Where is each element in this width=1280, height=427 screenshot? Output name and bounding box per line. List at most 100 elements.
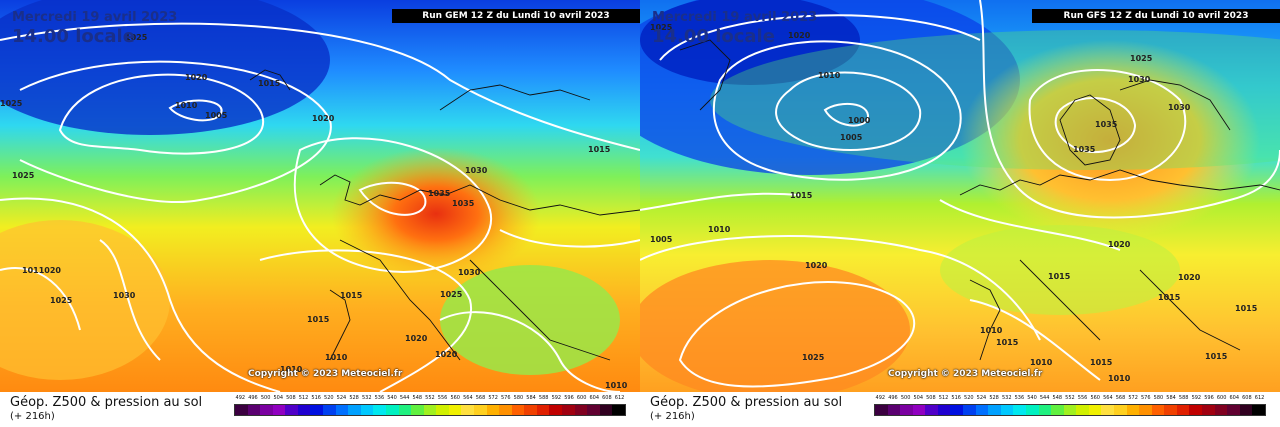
legend-tick-label: 516 — [951, 395, 961, 401]
legend-color-swatch — [1151, 405, 1165, 415]
legend-tick-label: 612 — [614, 395, 625, 401]
legend-color-swatch — [574, 405, 588, 415]
legend-tick-label: 504 — [273, 395, 284, 401]
legend-tick-label: 568 — [475, 395, 486, 401]
isobar-label: 1020 — [435, 350, 458, 359]
legend-color-swatch — [1025, 405, 1039, 415]
gfs-isobars — [640, 0, 1280, 388]
legend-color-swatch — [1227, 405, 1240, 415]
legend-color-swatch — [1252, 405, 1265, 415]
legend-tick-label: 500 — [260, 395, 271, 401]
gfs-copyright: Copyright © 2023 Meteociel.fr — [888, 369, 1043, 379]
isobar-label: 1020 — [1108, 240, 1131, 249]
isobar-label: 1010 — [1030, 358, 1053, 367]
gfs-map-canvas: 1020 1025 1010 1000 1005 1030 1025 1035 … — [640, 0, 1280, 392]
legend-color-swatch — [297, 405, 311, 415]
legend-tick-label: 588 — [1178, 395, 1189, 401]
gfs-footer: Géop. Z500 & pression au sol (+ 216h) 49… — [640, 392, 1280, 427]
legend-tick-label: 572 — [488, 395, 498, 401]
legend-color-swatch — [436, 405, 449, 415]
gfs-map: 1020 1025 1010 1000 1005 1030 1025 1035 … — [640, 0, 1280, 392]
legend-tick-label: 492 — [235, 395, 246, 401]
gem-coastlines — [249, 69, 640, 361]
legend-tick-label: 564 — [1103, 395, 1113, 401]
legend-color-swatch — [1051, 405, 1064, 415]
legend-tick-label: 588 — [538, 395, 549, 401]
legend-colorbar — [234, 404, 626, 416]
legend-tick-label: 512 — [298, 395, 309, 401]
gfs-coastlines — [679, 39, 1280, 361]
gfs-hour-label: 14.00 locale — [652, 26, 775, 47]
legend-tick-label: 568 — [1115, 395, 1126, 401]
gem-color-legend: 492 496 500 504 508 512 516 520 524 528 532 536 540 5… — [234, 394, 626, 424]
isobar-label: 1025 — [650, 23, 673, 32]
gem-map: 1025 1020 1015 1010 1005 1025 1020 1030 … — [0, 0, 640, 392]
legend-tick-label: 524 — [976, 395, 987, 401]
legend-tick-label: 548 — [412, 395, 423, 401]
isobar-label: 1011020 — [22, 266, 61, 275]
gfs-isobar-labels: 1020 1025 1010 1000 1005 1030 1025 1035 … — [650, 23, 1258, 383]
legend-color-swatch — [937, 405, 951, 415]
legend-tick-label: 556 — [1077, 395, 1088, 401]
legend-tick-label: 548 — [1052, 395, 1063, 401]
isobar-label: 1015 — [1090, 358, 1113, 367]
legend-color-swatch — [1000, 405, 1014, 415]
isobar-label: 1030 — [1128, 75, 1151, 84]
legend-color-swatch — [473, 405, 487, 415]
isobar-label: 1025 — [0, 99, 23, 108]
legend-color-swatch — [925, 405, 938, 415]
legend-color-swatch — [461, 405, 474, 415]
legend-tick-label: 492 — [875, 395, 886, 401]
legend-tick-label: 608 — [1242, 395, 1252, 401]
isobar-label: 1020 — [185, 73, 208, 82]
legend-tick-label: 532 — [1001, 395, 1012, 401]
isobar-label: 1015 — [1205, 352, 1228, 361]
legend-color-swatch — [398, 405, 412, 415]
isobar-label: 1025 — [1130, 54, 1153, 63]
isobar-label: 1035 — [452, 199, 475, 208]
legend-color-swatch — [360, 405, 374, 415]
legend-tick-label: 540 — [387, 395, 397, 401]
legend-tick-label: 572 — [1128, 395, 1138, 401]
legend-tick-label: 584 — [526, 395, 536, 401]
gfs-run-label: Run GFS 12 Z du Lundi 10 avril 2023 — [1032, 9, 1280, 23]
isobar-label: 1025 — [802, 353, 825, 362]
legend-tick-label: 576 — [1141, 395, 1151, 401]
legend-tick-label: 528 — [349, 395, 359, 401]
legend-tick-label: 504 — [913, 395, 924, 401]
legend-color-swatch — [1214, 405, 1228, 415]
isobar-label: 1035 — [1073, 145, 1096, 154]
isobar-label: 1015 — [588, 145, 611, 154]
legend-color-swatch — [511, 405, 525, 415]
isobar-label: 1020 — [405, 334, 428, 343]
legend-ticks: 492 496 500 504 508 512 516 520 524 528 532 536 540 5… — [874, 394, 1266, 403]
legend-tick-label: 596 — [564, 395, 574, 401]
isobar-label: 1015 — [340, 291, 363, 300]
legend-color-swatch — [1113, 405, 1127, 415]
legend-color-swatch — [1088, 405, 1102, 415]
isobar-label: 1020 — [1178, 273, 1201, 282]
legend-tick-label: 536 — [1014, 395, 1025, 401]
legend-tick-label: 580 — [513, 395, 524, 401]
legend-tick-label: 520 — [964, 395, 974, 401]
legend-tick-label: 592 — [1191, 395, 1202, 401]
legend-tick-label: 528 — [989, 395, 999, 401]
legend-tick-label: 496 — [888, 395, 898, 401]
legend-color-swatch — [599, 405, 613, 415]
legend-color-swatch — [1239, 405, 1253, 415]
isobar-label: 1030 — [1168, 103, 1191, 112]
legend-tick-label: 580 — [1153, 395, 1164, 401]
legend-tick-label: 584 — [1166, 395, 1176, 401]
isobar-label: 1025 — [50, 296, 73, 305]
isobar-label: 1005 — [840, 133, 863, 142]
legend-color-swatch — [423, 405, 437, 415]
legend-tick-label: 560 — [450, 395, 460, 401]
legend-tick-label: 508 — [286, 395, 296, 401]
isobar-label: 1010 — [605, 381, 628, 390]
legend-color-swatch — [385, 405, 399, 415]
legend-tick-label: 560 — [1090, 395, 1100, 401]
legend-color-swatch — [1176, 405, 1190, 415]
isobar-label: 1010 — [818, 71, 841, 80]
legend-color-swatch — [587, 405, 600, 415]
isobar-label: 1010 — [280, 365, 303, 374]
